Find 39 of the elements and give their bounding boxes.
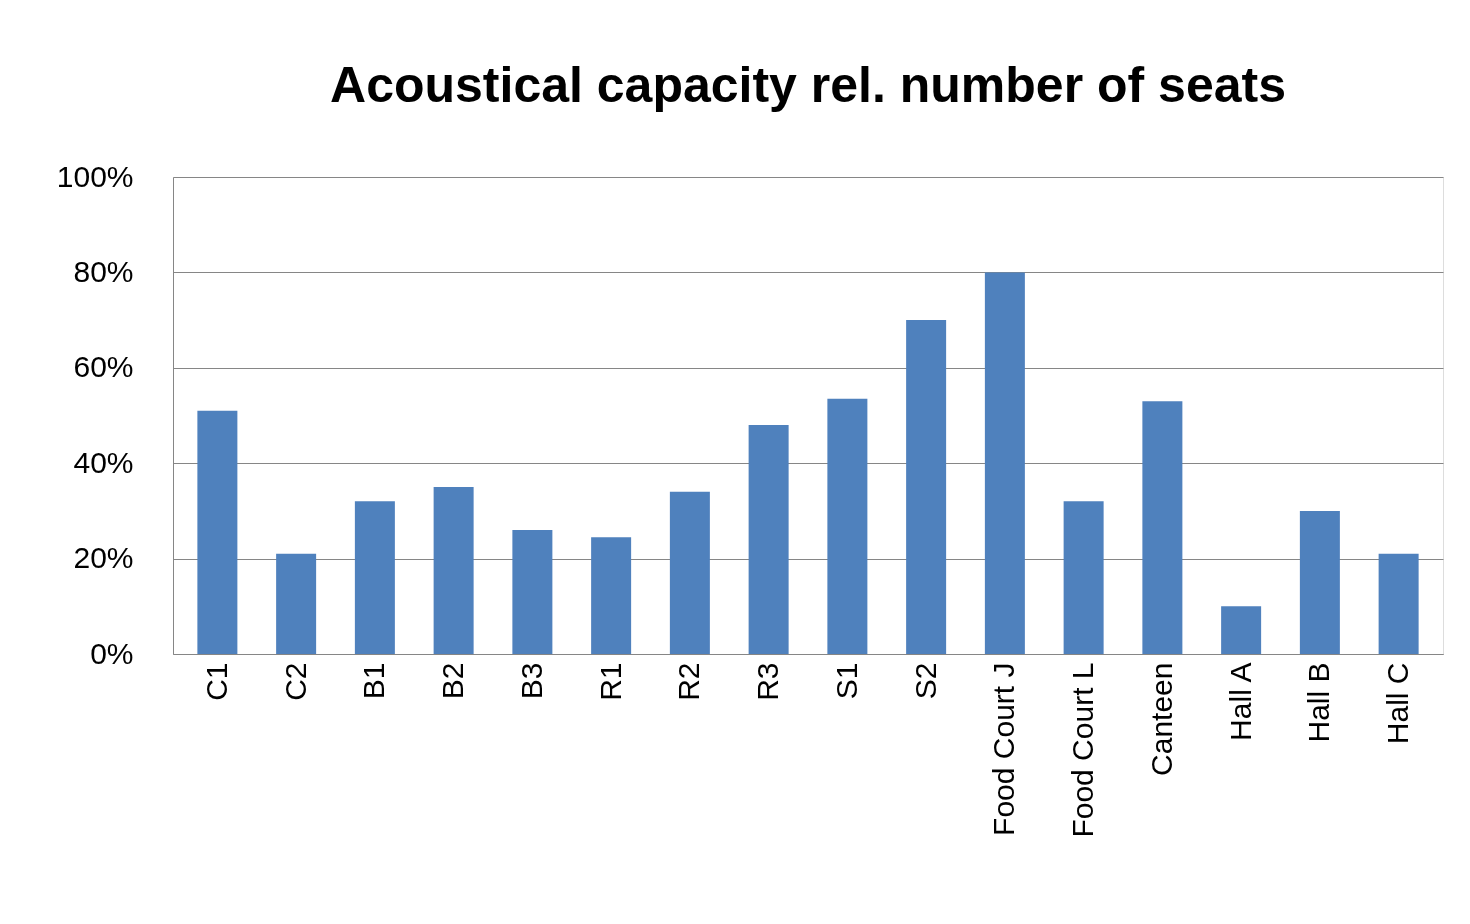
x-tick-label: Hall A <box>1223 662 1257 741</box>
bar <box>1063 501 1104 654</box>
x-tick-label: R3 <box>751 662 785 701</box>
x-tick-label: Canteen <box>1144 662 1178 776</box>
x-tick-label: S1 <box>829 662 863 700</box>
y-tick-label: 0% <box>90 636 134 670</box>
x-tick-label: C2 <box>278 662 312 701</box>
bar <box>1142 401 1183 654</box>
bar <box>827 398 868 654</box>
x-tick-label: Hall B <box>1302 662 1336 743</box>
x-tick-label: B2 <box>436 662 470 700</box>
x-tick-label: Food Court J <box>987 662 1021 836</box>
bar <box>748 425 789 654</box>
chart-title: Acoustical capacity rel. number of seats <box>330 57 1286 113</box>
y-tick-label: 20% <box>73 541 134 575</box>
x-tick-label: Food Court L <box>1066 662 1100 838</box>
bar <box>276 553 317 654</box>
x-tick-label: Hall C <box>1381 662 1415 745</box>
x-tick-label: C1 <box>199 662 233 701</box>
bar <box>669 491 710 654</box>
x-tick-label: R2 <box>672 662 706 701</box>
y-tick-label: 100% <box>56 159 134 193</box>
y-tick-label: 40% <box>73 445 134 479</box>
x-tick-label: R1 <box>593 662 627 701</box>
bar <box>1221 606 1262 654</box>
x-tick-label: S2 <box>908 662 942 700</box>
bar <box>433 487 474 654</box>
bar <box>1378 553 1419 654</box>
x-tick-label: B1 <box>357 662 391 700</box>
bar <box>354 501 395 654</box>
bar <box>197 410 238 654</box>
y-tick-label: 80% <box>73 254 134 288</box>
bar <box>591 537 632 654</box>
bar <box>512 529 553 654</box>
y-tick-label: 60% <box>73 350 134 384</box>
bar <box>1299 510 1340 654</box>
x-tick-label: B3 <box>514 662 548 700</box>
bar <box>984 272 1025 654</box>
bar <box>906 320 947 654</box>
